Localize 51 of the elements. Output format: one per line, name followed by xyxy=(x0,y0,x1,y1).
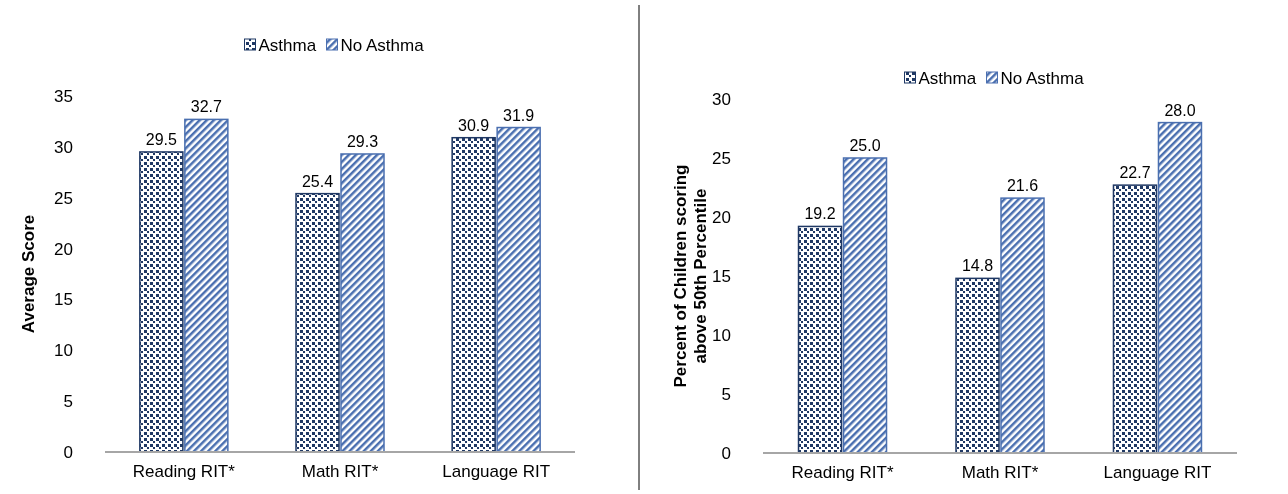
y-tick-label: 15 xyxy=(712,266,731,286)
y-axis-title: Percent of Children scoring above 50th Percentile xyxy=(670,164,711,388)
bar xyxy=(139,151,184,453)
y-tick-label: 25 xyxy=(54,188,73,208)
x-tick-label: Language RIT xyxy=(1103,463,1212,482)
legend-label: Asthma xyxy=(258,35,317,55)
bar xyxy=(340,153,385,453)
y-tick-label: 20 xyxy=(54,239,73,259)
data-label: 14.8 xyxy=(961,257,994,275)
y-tick-label: 20 xyxy=(712,207,731,227)
data-label: 29.5 xyxy=(145,130,178,148)
data-label: 30.9 xyxy=(458,116,490,134)
data-label: 32.7 xyxy=(190,98,223,116)
bar xyxy=(955,277,1000,454)
x-tick-label: Math RIT* xyxy=(961,463,1039,482)
bar xyxy=(842,157,888,454)
bar xyxy=(797,225,843,454)
x-tick-label: Language RIT xyxy=(442,462,551,481)
data-label: 29.3 xyxy=(346,132,379,150)
x-tick-label: Reading RIT* xyxy=(791,463,894,482)
legend-label: No Asthma xyxy=(1000,68,1085,88)
y-tick-label: 5 xyxy=(721,384,731,404)
y-tick-label: 10 xyxy=(712,325,731,345)
y-tick-label: 35 xyxy=(54,86,73,106)
y-tick-label: 0 xyxy=(721,443,731,463)
legend-label: Asthma xyxy=(918,68,977,88)
x-tick-label: Reading RIT* xyxy=(132,462,236,481)
data-label: 22.7 xyxy=(1119,164,1151,182)
y-tick-label: 10 xyxy=(54,341,73,361)
data-label: 19.2 xyxy=(804,205,836,223)
y-tick-label: 0 xyxy=(63,442,73,462)
data-label: 25.4 xyxy=(301,172,334,190)
data-label: 31.9 xyxy=(503,106,535,124)
data-label: 25.0 xyxy=(849,137,881,154)
bar xyxy=(184,118,229,453)
y-axis-title: Average Score xyxy=(18,214,38,334)
y-tick-label: 30 xyxy=(54,137,73,157)
y-tick-label: 30 xyxy=(712,89,731,109)
x-tick-label: Math RIT* xyxy=(301,462,379,481)
bar xyxy=(451,136,496,453)
bar xyxy=(496,126,541,453)
bar xyxy=(1000,197,1045,454)
data-label: 28.0 xyxy=(1164,101,1196,119)
bar xyxy=(1157,121,1203,454)
bar xyxy=(295,192,340,453)
y-tick-label: 15 xyxy=(54,290,73,310)
y-tick-label: 25 xyxy=(712,148,731,168)
y-tick-label: 5 xyxy=(63,392,73,412)
bar xyxy=(1112,184,1158,454)
data-label: 21.6 xyxy=(1006,177,1039,195)
legend-label: No Asthma xyxy=(340,35,425,55)
